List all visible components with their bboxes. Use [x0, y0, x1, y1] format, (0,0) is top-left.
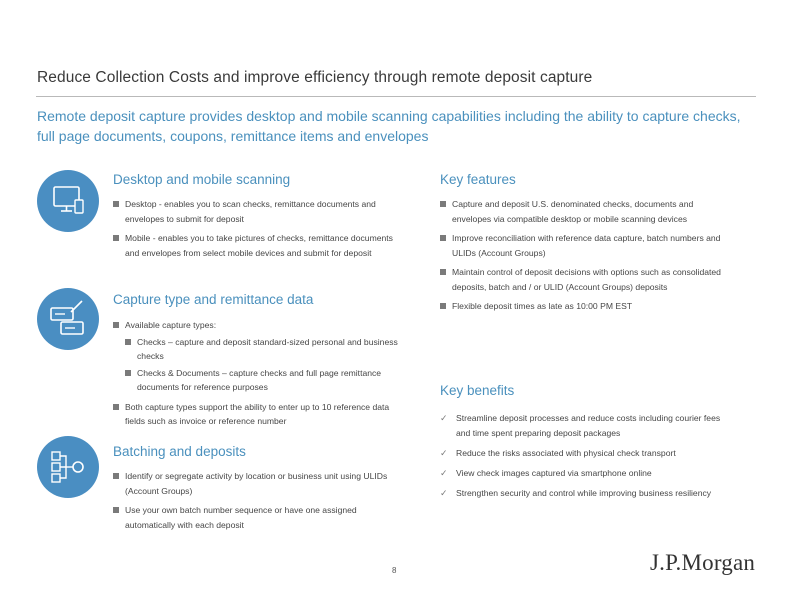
benefit-item: ✓ Reduce the risks associated with physic…: [440, 446, 725, 461]
checks-sub-bullet: Checks – capture and deposit standard-si…: [125, 335, 403, 364]
checkmark-icon: ✓: [440, 468, 448, 478]
title-divider: [36, 96, 756, 97]
desktop-bullet: Desktop - enables you to scan checks, re…: [113, 197, 403, 226]
checks-documents-sub-bullet: Checks & Documents – capture checks and …: [125, 366, 403, 395]
reference-fields-bullet: Both capture types support the ability t…: [113, 400, 403, 429]
capture-types-bullet: Available capture types: Checks – captur…: [113, 318, 403, 395]
page-subtitle: Remote deposit capture provides desktop …: [37, 108, 741, 144]
benefit-text: Streamline deposit processes and reduce …: [456, 413, 721, 438]
benefit-item: ✓ Streamline deposit processes and reduce…: [440, 411, 725, 441]
benefit-text: View check images captured via smartphon…: [456, 468, 652, 478]
checkmark-icon: ✓: [440, 488, 448, 498]
batch-flow-icon: [37, 436, 99, 498]
page-number: 8: [392, 566, 397, 575]
checkmark-icon: ✓: [440, 448, 448, 458]
key-benefits-heading: Key benefits: [440, 383, 515, 398]
feature-bullet: Flexible deposit times as late as 10:00 …: [440, 299, 725, 314]
capture-types-intro: Available capture types:: [125, 320, 217, 330]
ulid-bullet: Identify or segregate activity by locati…: [113, 469, 403, 498]
page-title: Reduce Collection Costs and improve effi…: [37, 69, 593, 86]
feature-bullet: Improve reconciliation with reference da…: [440, 231, 725, 260]
capture-type-heading: Capture type and remittance data: [113, 292, 314, 307]
benefit-text: Strengthen security and control while im…: [456, 488, 712, 498]
desktop-scanning-heading: Desktop and mobile scanning: [113, 172, 291, 187]
feature-bullet: Capture and deposit U.S. denominated che…: [440, 197, 725, 226]
batch-number-bullet: Use your own batch number sequence or ha…: [113, 503, 403, 532]
feature-bullet: Maintain control of deposit decisions wi…: [440, 265, 725, 294]
benefit-item: ✓ View check images captured via smartpho…: [440, 466, 725, 481]
checks-with-pen-icon: [37, 288, 99, 350]
mobile-bullet: Mobile - enables you to take pictures of…: [113, 231, 403, 260]
key-features-heading: Key features: [440, 172, 516, 187]
batching-heading: Batching and deposits: [113, 444, 246, 459]
computer-screen-icon: [37, 170, 99, 232]
jpmorgan-logo: J.P.Morgan: [650, 550, 756, 575]
checkmark-icon: ✓: [440, 413, 448, 423]
benefit-text: Reduce the risks associated with physica…: [456, 448, 676, 458]
benefit-item: ✓ Strengthen security and control while i…: [440, 486, 725, 501]
